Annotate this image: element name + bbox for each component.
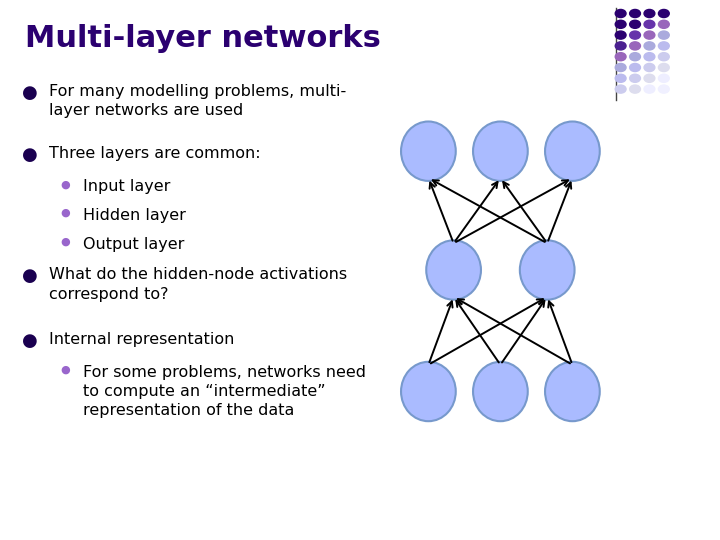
Text: Hidden layer: Hidden layer (83, 208, 186, 223)
Ellipse shape (426, 240, 481, 300)
Ellipse shape (545, 362, 600, 421)
Ellipse shape (473, 362, 528, 421)
Circle shape (629, 31, 641, 39)
Circle shape (615, 21, 626, 29)
Circle shape (629, 42, 641, 50)
Text: Multi-layer networks: Multi-layer networks (25, 24, 381, 53)
Ellipse shape (401, 122, 456, 181)
Circle shape (615, 10, 626, 17)
Circle shape (658, 21, 669, 29)
Ellipse shape (520, 240, 575, 300)
Circle shape (658, 63, 669, 71)
Text: ●: ● (60, 237, 70, 247)
Text: For some problems, networks need
to compute an “intermediate”
representation of : For some problems, networks need to comp… (83, 364, 366, 418)
Circle shape (629, 21, 641, 29)
Circle shape (658, 31, 669, 39)
Circle shape (615, 85, 626, 93)
Text: Internal representation: Internal representation (49, 332, 234, 347)
Circle shape (629, 85, 641, 93)
Circle shape (658, 52, 669, 60)
Text: ●: ● (22, 332, 38, 350)
Text: ●: ● (22, 146, 38, 164)
Text: ●: ● (60, 364, 70, 375)
Text: Output layer: Output layer (83, 237, 184, 252)
Circle shape (615, 31, 626, 39)
Circle shape (644, 10, 655, 17)
Text: ●: ● (22, 267, 38, 285)
Circle shape (644, 21, 655, 29)
Circle shape (615, 63, 626, 71)
Circle shape (658, 10, 669, 17)
Circle shape (629, 52, 641, 60)
Circle shape (615, 42, 626, 50)
Text: Three layers are common:: Three layers are common: (49, 146, 261, 161)
Circle shape (629, 63, 641, 71)
Circle shape (644, 74, 655, 82)
Text: ●: ● (60, 179, 70, 190)
Circle shape (629, 10, 641, 17)
Circle shape (629, 74, 641, 82)
Text: For many modelling problems, multi-
layer networks are used: For many modelling problems, multi- laye… (49, 84, 346, 118)
Text: ●: ● (60, 208, 70, 218)
Circle shape (644, 85, 655, 93)
Circle shape (658, 85, 669, 93)
Ellipse shape (545, 122, 600, 181)
Circle shape (644, 63, 655, 71)
Ellipse shape (401, 362, 456, 421)
Circle shape (644, 52, 655, 60)
Ellipse shape (473, 122, 528, 181)
Text: Input layer: Input layer (83, 179, 170, 194)
Circle shape (644, 31, 655, 39)
Circle shape (644, 42, 655, 50)
Circle shape (615, 74, 626, 82)
Text: ●: ● (22, 84, 38, 102)
Circle shape (658, 74, 669, 82)
Circle shape (615, 52, 626, 60)
Circle shape (658, 42, 669, 50)
Text: What do the hidden-node activations
correspond to?: What do the hidden-node activations corr… (49, 267, 347, 301)
